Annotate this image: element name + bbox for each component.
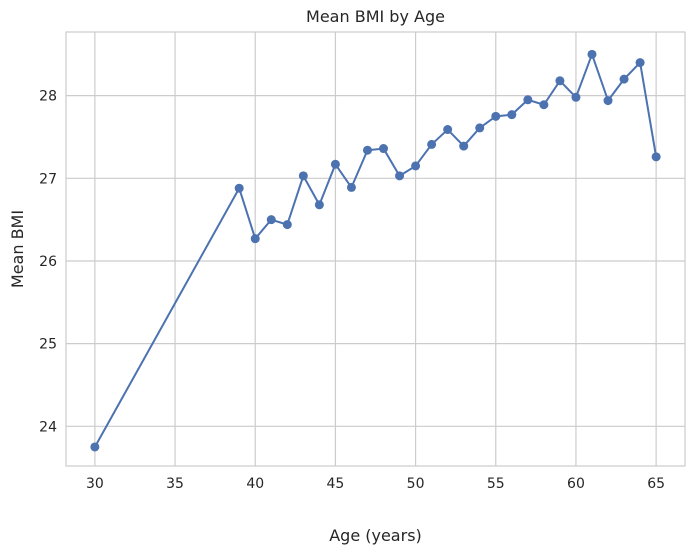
- data-point: [475, 123, 485, 133]
- grid-lines: [66, 32, 685, 466]
- series-line: [93, 53, 658, 448]
- y-tick-label: 25: [39, 337, 57, 353]
- chart-title: Mean BMI by Age: [306, 7, 445, 26]
- data-point: [587, 49, 597, 59]
- data-point: [507, 110, 517, 120]
- data-point: [395, 171, 405, 181]
- data-point: [555, 76, 565, 86]
- series-layer: [90, 49, 661, 452]
- data-point: [298, 171, 308, 181]
- data-point: [314, 200, 324, 210]
- data-point: [523, 95, 533, 105]
- data-point: [635, 58, 645, 68]
- data-point: [651, 152, 661, 162]
- data-point: [379, 144, 389, 154]
- data-point: [571, 92, 581, 102]
- data-point: [491, 111, 501, 121]
- y-axis-label: Mean BMI: [8, 210, 27, 288]
- data-point: [282, 220, 292, 230]
- data-point: [443, 125, 453, 135]
- y-tick-label: 24: [39, 419, 57, 435]
- data-point: [427, 139, 437, 149]
- data-point: [250, 234, 260, 244]
- data-point: [459, 141, 469, 151]
- data-point: [90, 442, 100, 452]
- data-point: [346, 182, 356, 192]
- x-tick-label: 60: [567, 476, 585, 492]
- data-point: [362, 145, 372, 155]
- y-tick-label: 27: [39, 171, 57, 187]
- data-point: [539, 100, 549, 110]
- x-tick-label: 45: [326, 476, 344, 492]
- tick-labels: 30 35 40 45 50 55 60 65 24 25 26 27 28: [39, 89, 665, 492]
- x-tick-label: 30: [86, 476, 104, 492]
- x-tick-label: 55: [487, 476, 505, 492]
- plot-frame: [65, 31, 686, 467]
- data-point: [411, 161, 421, 171]
- x-tick-label: 65: [647, 476, 665, 492]
- data-point: [266, 215, 276, 225]
- data-point: [603, 96, 613, 106]
- x-tick-label: 35: [166, 476, 184, 492]
- data-point: [330, 159, 340, 169]
- data-point: [619, 74, 629, 84]
- x-tick-label: 40: [246, 476, 264, 492]
- data-point: [234, 183, 244, 193]
- x-tick-label: 50: [407, 476, 425, 492]
- y-tick-label: 28: [39, 89, 57, 105]
- x-axis-label: Age (years): [329, 526, 422, 545]
- y-tick-label: 26: [39, 254, 57, 270]
